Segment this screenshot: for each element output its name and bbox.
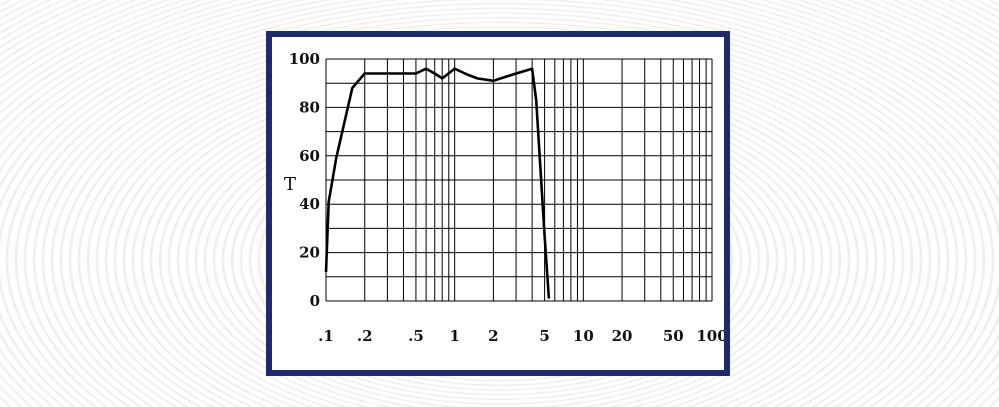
series-group [324, 67, 551, 299]
y-tick-label: 0 [310, 292, 320, 310]
y-tick-label: 80 [299, 98, 320, 116]
x-tick-label: .1 [318, 327, 334, 345]
x-tick-label: .5 [408, 327, 424, 345]
x-tick-label: 50 [663, 327, 684, 345]
x-tick-label: 1 [449, 327, 459, 345]
x-tick-labels: .1 .2 .5 1 2 5 10 20 50 100 [318, 327, 724, 345]
x-tick-label: 5 [539, 327, 549, 345]
x-tick-label: 10 [573, 327, 594, 345]
x-tick-label: .2 [357, 327, 373, 345]
y-axis-label: T [284, 174, 296, 195]
y-tick-label: 40 [299, 195, 320, 213]
chart-frame: .1 .2 .5 1 2 5 10 20 50 100 0 20 40 60 80 100 T [266, 31, 730, 376]
series-line [324, 67, 551, 299]
y-tick-label: 60 [299, 147, 320, 165]
x-tick-label: 20 [612, 327, 633, 345]
y-tick-label: 100 [289, 50, 320, 68]
transmittance-chart: .1 .2 .5 1 2 5 10 20 50 100 0 20 40 60 80 100 T [284, 50, 724, 345]
x-tick-label: 2 [488, 327, 498, 345]
y-tick-label: 20 [299, 244, 320, 262]
y-tick-labels: 0 20 40 60 80 100 [289, 50, 320, 310]
horizontal-grid [326, 58, 712, 302]
x-tick-label: 100 [696, 327, 724, 345]
